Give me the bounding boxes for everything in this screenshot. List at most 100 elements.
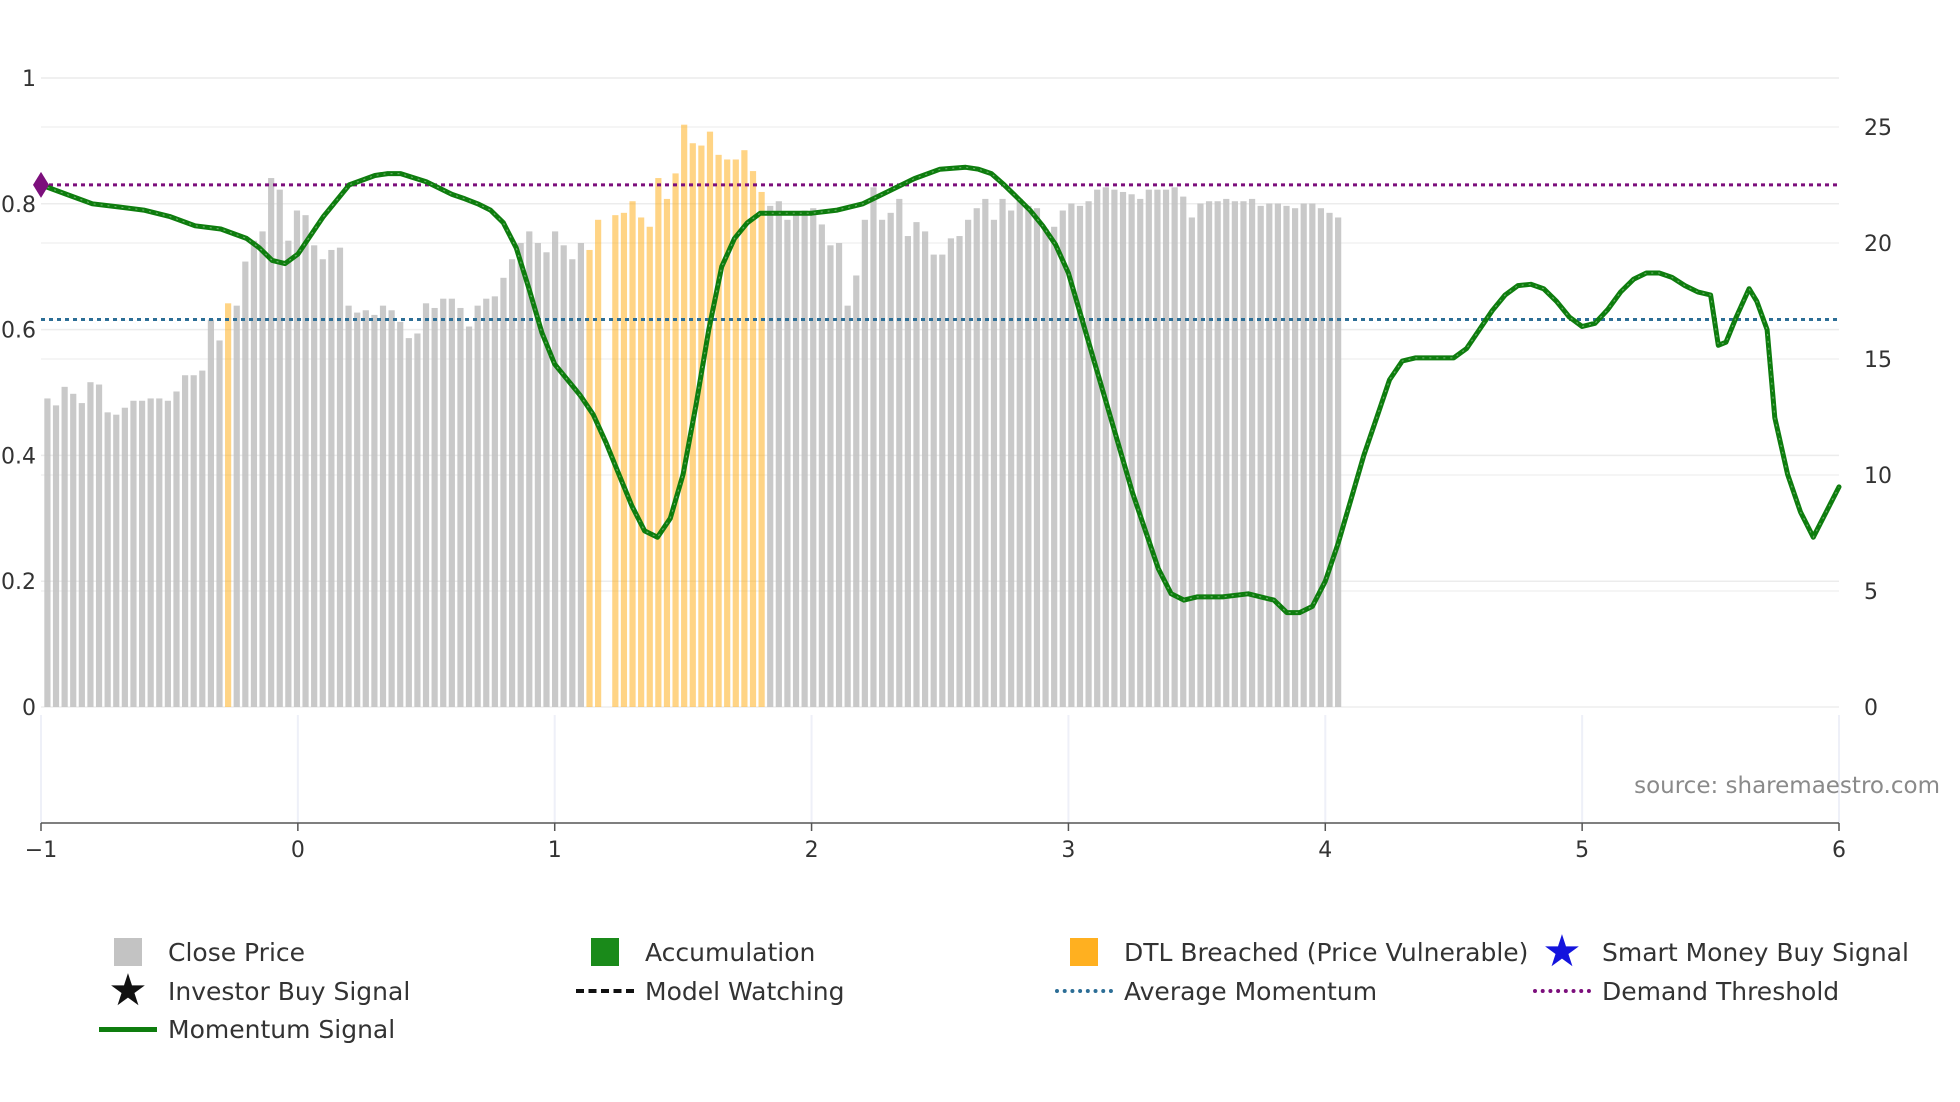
close-price-bar <box>1317 208 1325 707</box>
close-price-bar <box>293 210 301 707</box>
dtl-breached-bar <box>741 150 748 707</box>
dtl-breached-bar <box>225 303 232 707</box>
close-price-bar <box>1128 194 1135 707</box>
close-price-bar <box>887 212 894 707</box>
close-price-bar <box>1266 203 1273 707</box>
momentum-line-texture <box>40 166 1840 614</box>
demand-marker <box>33 171 49 198</box>
close-price-bar <box>1180 196 1187 707</box>
x-axis-tick-label: −1 <box>25 838 57 863</box>
close-price-bar <box>457 307 464 707</box>
dtl-breached-bar <box>749 171 757 707</box>
close-price-bar <box>784 219 791 708</box>
dtl-breached-bar <box>586 249 593 707</box>
close-price-bar <box>922 231 929 707</box>
close-price-bar <box>181 375 189 707</box>
close-price-bar <box>870 187 877 707</box>
close-price-bar <box>1214 201 1221 708</box>
close-price-bar <box>1085 201 1092 708</box>
dtl-breached-bar <box>715 154 722 708</box>
close-price-bar <box>207 319 215 707</box>
close-price-bar <box>1292 208 1299 707</box>
close-price-bar <box>1059 210 1066 707</box>
close-price-bar <box>414 333 421 707</box>
close-price-bar <box>577 243 585 707</box>
close-price-bar <box>767 205 774 707</box>
right-axis-tick-label: 15 <box>1864 348 1892 373</box>
left-axis-tick-label: 0.2 <box>1 570 36 595</box>
close-price-bar <box>422 303 430 707</box>
close-price-bar <box>483 298 490 707</box>
close-price-bar <box>896 198 903 708</box>
dtl-breached-bar <box>620 212 628 707</box>
close-price-bar <box>431 307 438 707</box>
close-price-bar <box>345 305 352 707</box>
close-price-bar <box>517 243 524 707</box>
close-price-bar <box>1231 201 1238 708</box>
close-price-bar <box>1283 205 1290 707</box>
left-axis-tick-label: 0.4 <box>1 444 36 469</box>
dtl-breached-bar <box>663 198 671 708</box>
close-price-bar <box>1111 189 1118 707</box>
close-price-bar <box>990 219 998 708</box>
dtl-breached-bar <box>724 159 731 708</box>
close-price-bar <box>904 236 911 708</box>
close-price-bar <box>52 405 60 707</box>
close-price-bar <box>328 249 335 707</box>
close-price-bar <box>87 382 94 707</box>
x-axis-tick-label: 5 <box>1575 838 1589 863</box>
dtl-breached-bar <box>655 178 662 708</box>
close-price-bar <box>1016 198 1023 708</box>
close-price-bar <box>810 208 817 707</box>
close-price-bar <box>827 245 834 707</box>
x-axis-tick-label: 4 <box>1318 838 1332 863</box>
close-price-bar <box>775 201 782 708</box>
close-price-bar <box>156 398 163 707</box>
close-price-bar <box>861 219 868 708</box>
close-price-bar <box>233 305 240 707</box>
dtl-breached-bar <box>758 191 765 707</box>
close-price-bar <box>164 400 171 707</box>
close-price-bar <box>362 310 369 707</box>
close-price-bar <box>1033 208 1041 707</box>
left-axis-tick-label: 0.8 <box>1 193 36 218</box>
close-price-bar <box>1076 205 1084 707</box>
close-price-bar <box>474 305 481 707</box>
close-price-bar <box>250 240 258 707</box>
source-label: source: sharemaestro.com <box>1634 773 1940 799</box>
close-price-bar <box>1154 189 1161 707</box>
close-price-bar <box>913 222 920 707</box>
close-price-bar <box>1197 203 1204 707</box>
close-price-bar <box>853 275 860 707</box>
close-price-bar <box>121 407 128 707</box>
close-price-bar <box>1188 217 1195 708</box>
close-price-bar <box>285 240 292 707</box>
close-price-bar <box>947 238 955 708</box>
close-price-bar <box>965 219 972 708</box>
dtl-breached-bar <box>672 173 679 707</box>
close-price-bar <box>552 231 559 707</box>
close-price-bar <box>844 305 851 707</box>
close-price-bar <box>354 312 361 707</box>
close-price-bar <box>147 398 154 707</box>
close-price-bar <box>835 243 843 707</box>
right-axis-tick-label: 25 <box>1864 116 1892 141</box>
close-price-bar <box>982 198 989 708</box>
reference-lines <box>41 183 1839 322</box>
close-price-bar <box>242 261 249 707</box>
close-price-bar <box>500 277 507 707</box>
close-price-bar <box>336 247 344 707</box>
close-price-bar <box>268 178 275 708</box>
close-price-bar <box>818 224 825 707</box>
close-price-bar <box>1145 189 1152 707</box>
close-price-bar <box>113 414 120 707</box>
close-price-bar <box>95 384 103 707</box>
close-price-bar <box>1223 198 1230 708</box>
close-price-bar <box>371 314 378 707</box>
right-axis-tick-label: 10 <box>1864 464 1892 489</box>
close-price-bar <box>302 215 309 707</box>
dtl-breached-bar <box>732 159 739 708</box>
close-price-bar <box>1008 210 1015 707</box>
left-axis-tick-label: 0.6 <box>1 319 36 344</box>
